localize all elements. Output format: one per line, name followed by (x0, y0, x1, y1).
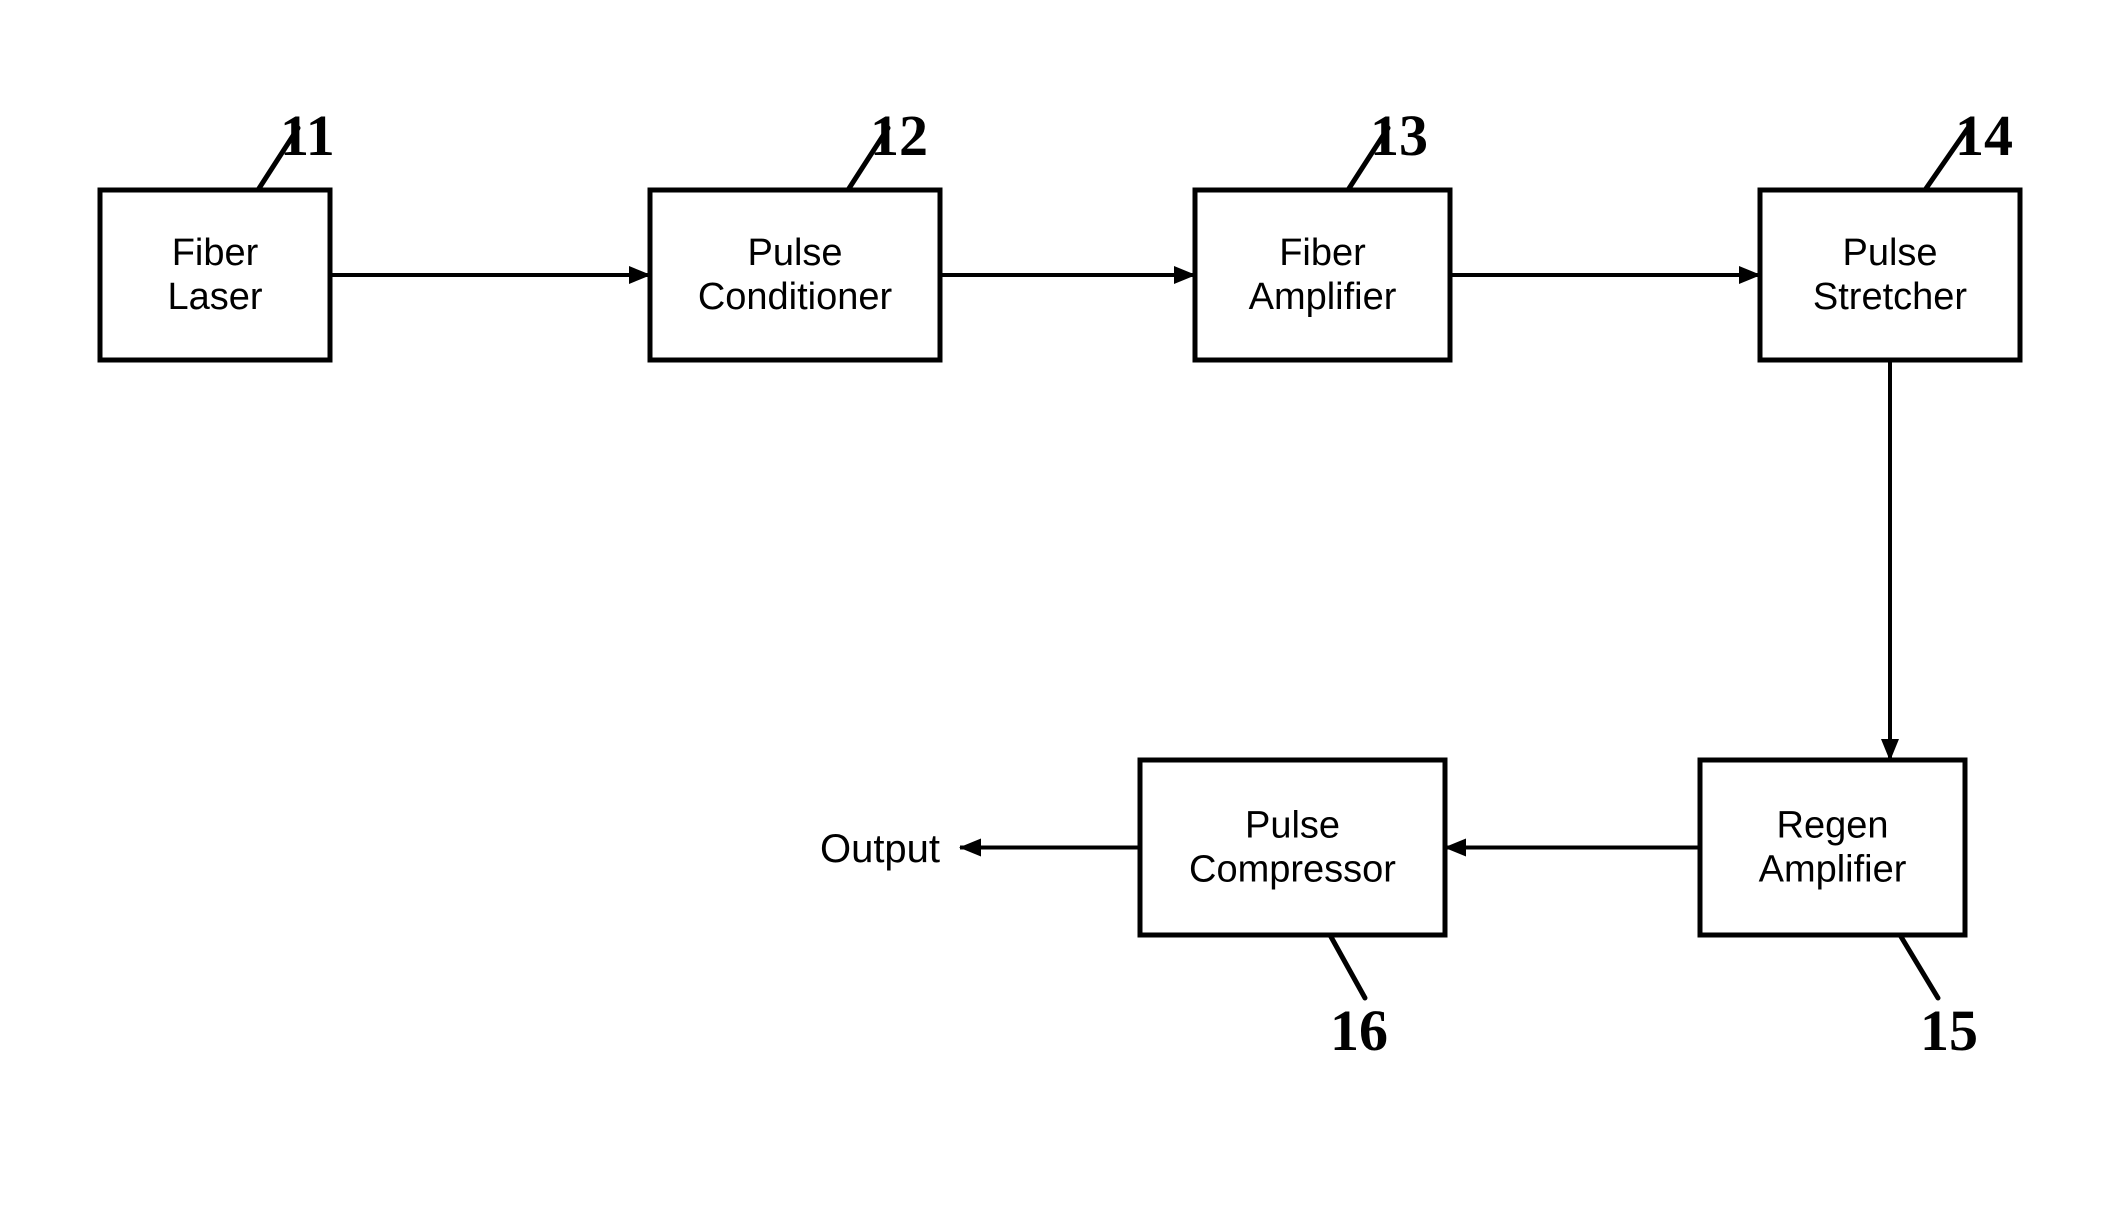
block-label-line1: Pulse (1842, 232, 1937, 274)
block-label-line2: Amplifier (1249, 276, 1397, 318)
annotation-tick (1900, 935, 1938, 998)
annotation-number: 12 (870, 103, 928, 168)
block-label-line2: Compressor (1189, 849, 1396, 891)
block-n16: PulseCompressor (1140, 760, 1445, 935)
annotation-number: 15 (1920, 998, 1978, 1063)
annotation-number: 11 (280, 103, 335, 168)
annotation-tick (1330, 935, 1365, 998)
block-n14: PulseStretcher (1760, 190, 2020, 360)
annotation-number: 13 (1370, 103, 1428, 168)
block-label-line2: Conditioner (698, 276, 893, 318)
annotation-number: 14 (1955, 103, 2013, 168)
output-label: Output (820, 827, 940, 871)
block-n13: FiberAmplifier (1195, 190, 1450, 360)
block-label-line1: Regen (1777, 805, 1889, 847)
block-label-line1: Fiber (1279, 232, 1366, 274)
block-n11: FiberLaser (100, 190, 330, 360)
block-n12: PulseConditioner (650, 190, 940, 360)
block-label-line1: Pulse (1245, 805, 1340, 847)
block-label-line2: Laser (167, 276, 262, 318)
block-label-line2: Stretcher (1813, 276, 1968, 318)
block-label-line1: Fiber (172, 232, 259, 274)
block-label-line2: Amplifier (1759, 849, 1907, 891)
block-label-line1: Pulse (747, 232, 842, 274)
annotation-number: 16 (1330, 998, 1388, 1063)
block-n15: RegenAmplifier (1700, 760, 1965, 935)
